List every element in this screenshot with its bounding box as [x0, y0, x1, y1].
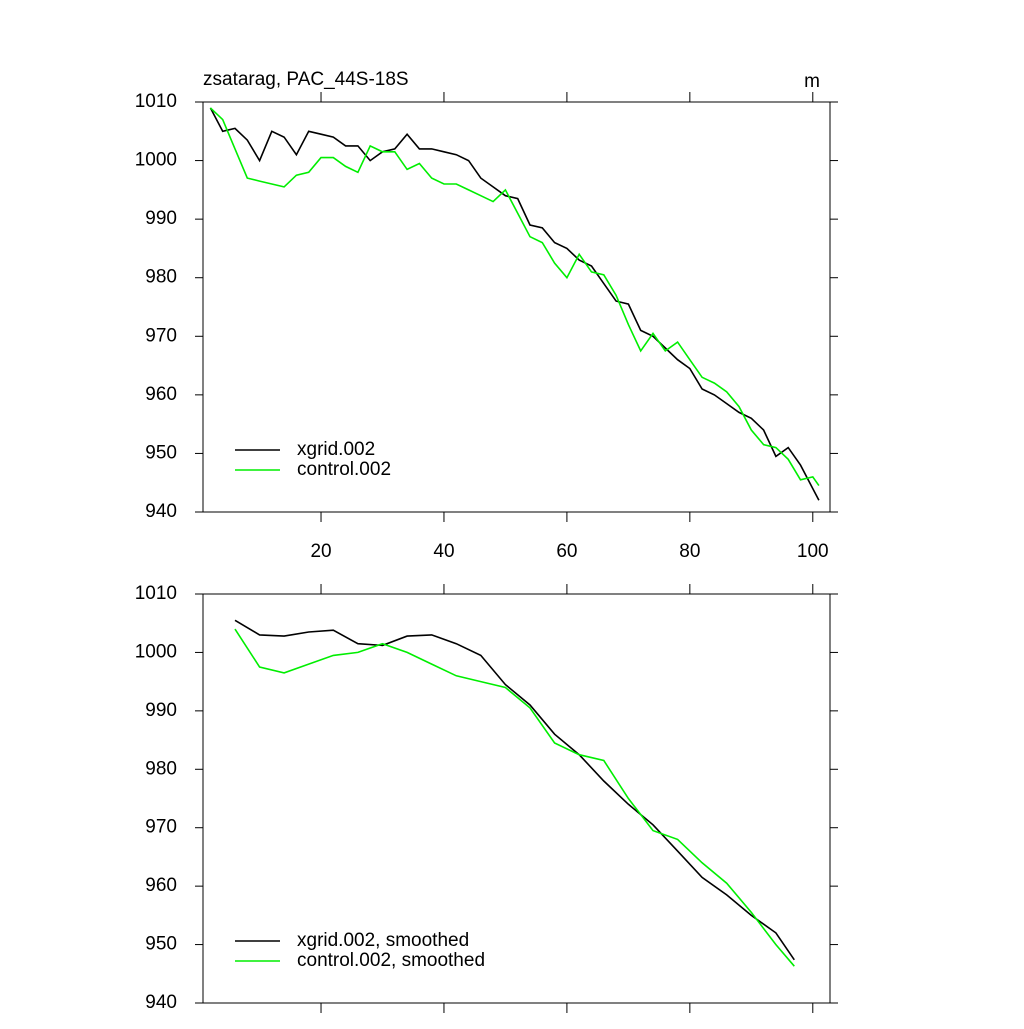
plot-frame [202, 593, 831, 1004]
legend-label: control.002 [297, 459, 391, 480]
y-tick-label: 960 [145, 384, 177, 405]
y-tick-label: 960 [145, 875, 177, 896]
y-tick-label: 940 [145, 501, 177, 522]
y-tick-label: 970 [145, 817, 177, 838]
x-tick-label: 60 [556, 541, 577, 562]
y-tick-label: 1000 [135, 641, 177, 662]
x-tick-label: 100 [797, 541, 829, 562]
y-tick-label: 990 [145, 208, 177, 229]
y-tick-label: 950 [145, 934, 177, 955]
y-tick-label: 1010 [135, 91, 177, 112]
x-tick-label: 80 [679, 541, 700, 562]
data-line [234, 619, 795, 961]
y-tick-label: 990 [145, 700, 177, 721]
x-tick-label: 20 [310, 541, 331, 562]
data-line [209, 107, 820, 487]
data-line [234, 628, 795, 967]
legend-label: xgrid.002, smoothed [297, 930, 469, 951]
units-label: m [804, 71, 820, 92]
legend-label: xgrid.002 [297, 439, 375, 460]
y-tick-label: 940 [145, 992, 177, 1013]
plot-frame [202, 101, 831, 513]
y-tick-label: 1000 [135, 150, 177, 171]
y-tick-label: 970 [145, 325, 177, 346]
y-tick-label: 980 [145, 758, 177, 779]
legend-label: control.002, smoothed [297, 950, 485, 971]
y-tick-label: 980 [145, 267, 177, 288]
y-tick-label: 950 [145, 442, 177, 463]
x-tick-label: 40 [433, 541, 454, 562]
y-tick-label: 1010 [135, 583, 177, 604]
chart-title: zsatarag, PAC_44S-18S [203, 69, 409, 90]
data-line [209, 107, 820, 501]
